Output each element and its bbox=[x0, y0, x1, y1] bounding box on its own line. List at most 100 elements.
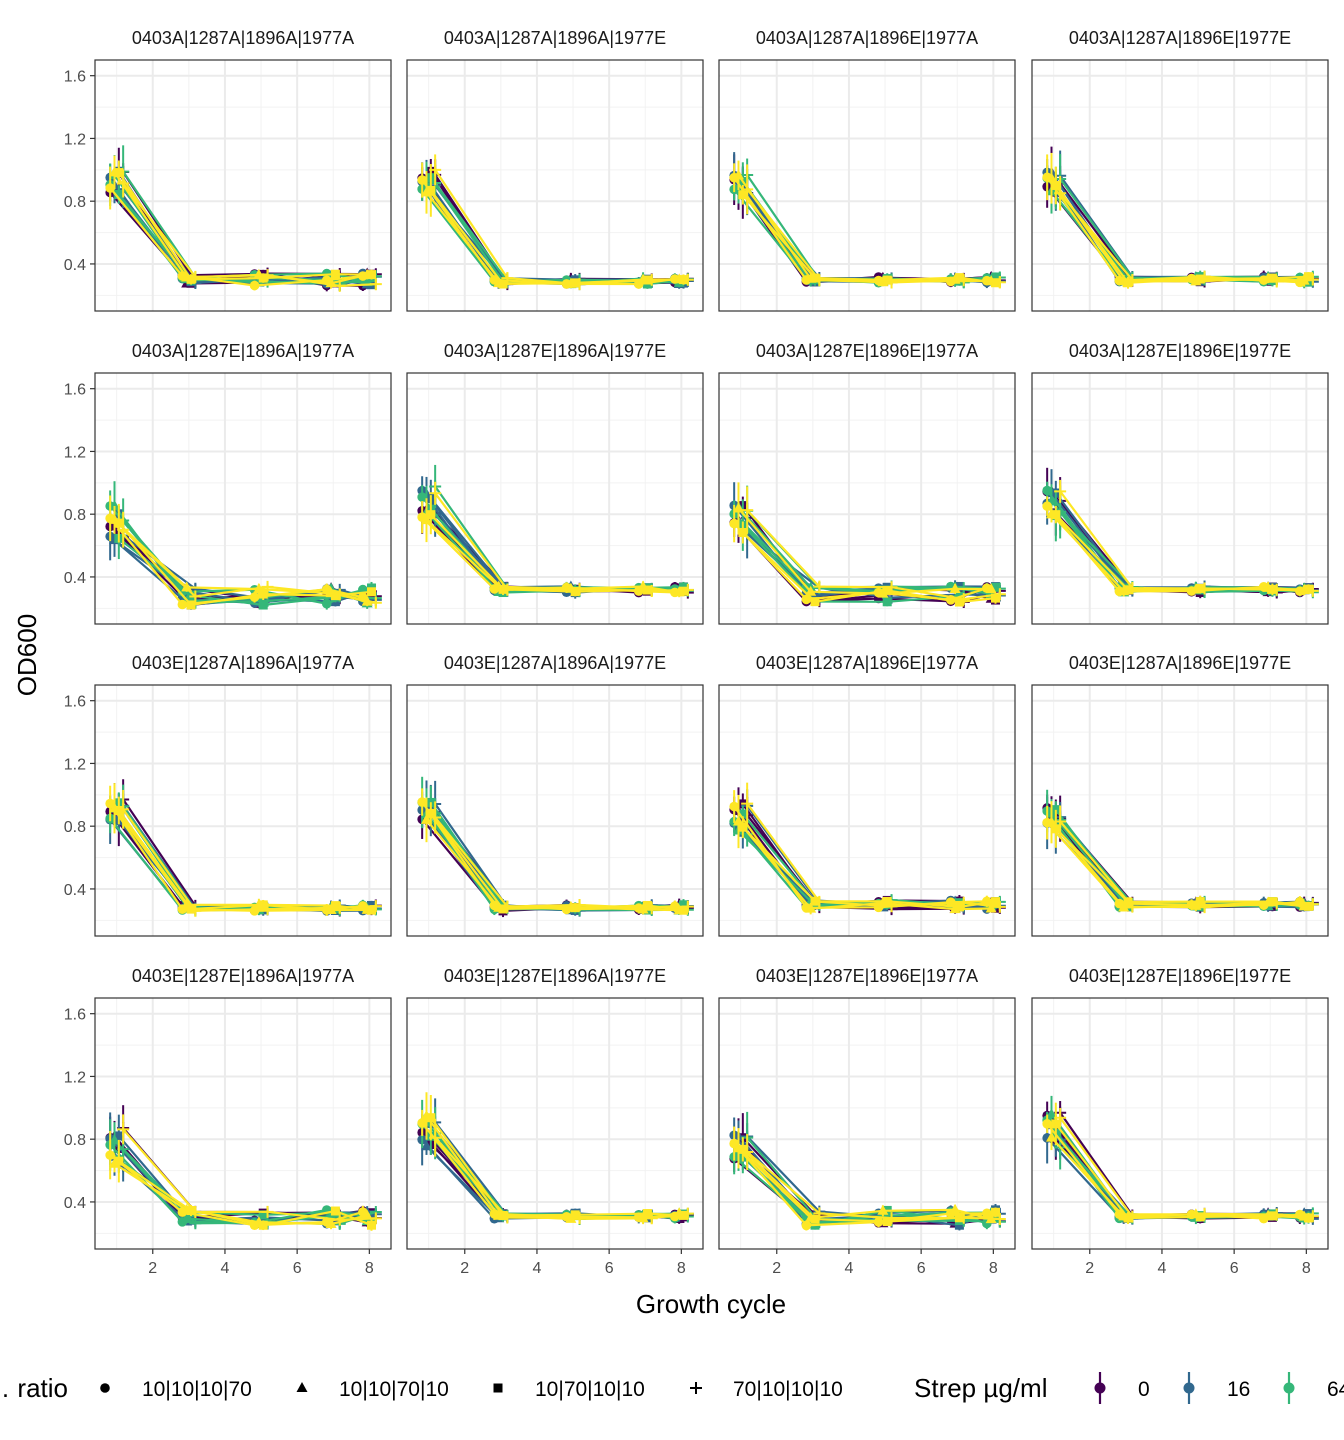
shape-legend-key bbox=[296, 1382, 308, 1392]
color-legend-label: 16 bbox=[1227, 1378, 1250, 1401]
data-point bbox=[957, 1211, 970, 1224]
facet-data bbox=[105, 1105, 382, 1231]
facet-panel: 0403A|1287A|1896A|1977E bbox=[406, 28, 704, 312]
data-point bbox=[681, 1207, 694, 1220]
x-tick-label: 4 bbox=[220, 1260, 229, 1277]
data-point bbox=[261, 580, 274, 593]
data-point bbox=[1198, 1207, 1211, 1220]
data-point bbox=[949, 1203, 961, 1214]
y-tick-label: 1.2 bbox=[64, 1069, 86, 1086]
facet-panel: 0403A|1287E|1896E|1977A bbox=[718, 341, 1016, 625]
data-point bbox=[1267, 897, 1277, 907]
facet-title: 0403A|1287A|1896E|1977A bbox=[756, 28, 978, 48]
data-point bbox=[333, 901, 346, 914]
data-point bbox=[1304, 1213, 1314, 1223]
data-point bbox=[991, 593, 1001, 603]
data-point bbox=[1306, 1210, 1319, 1223]
data-point bbox=[426, 510, 436, 520]
data-point bbox=[1054, 815, 1067, 828]
data-point bbox=[186, 904, 196, 914]
data-point bbox=[417, 797, 427, 807]
shape-legend-label: 10|10|10|70 bbox=[142, 1378, 252, 1401]
data-point bbox=[1051, 805, 1061, 815]
x-tick-label: 2 bbox=[460, 1260, 469, 1277]
x-axis-title: Growth cycle bbox=[636, 1289, 786, 1319]
data-point bbox=[813, 1207, 826, 1220]
color-legend-key bbox=[1094, 1382, 1106, 1394]
panel-background bbox=[719, 685, 1015, 936]
facet-title: 0403A|1287E|1896E|1977E bbox=[1069, 341, 1291, 361]
data-point bbox=[954, 902, 964, 912]
facet-title: 0403E|1287A|1896E|1977A bbox=[756, 653, 978, 673]
data-point bbox=[993, 1212, 1006, 1225]
data-point bbox=[885, 581, 898, 594]
x-tick-label: 2 bbox=[1085, 1260, 1094, 1277]
data-point bbox=[1042, 1118, 1052, 1129]
data-point bbox=[429, 811, 442, 824]
data-point bbox=[882, 585, 892, 595]
data-point bbox=[1042, 501, 1052, 511]
data-point bbox=[741, 183, 754, 196]
data-point bbox=[367, 587, 377, 597]
data-point bbox=[645, 584, 658, 597]
data-point bbox=[882, 597, 892, 607]
data-point bbox=[258, 1210, 268, 1220]
y-tick-label: 0.4 bbox=[64, 570, 86, 587]
data-point bbox=[426, 1113, 436, 1123]
shape-legend-key bbox=[100, 1383, 110, 1393]
data-point bbox=[642, 1209, 652, 1219]
x-tick-label: 2 bbox=[772, 1260, 781, 1277]
facet-panel: 0403E|1287A|1896E|1977A bbox=[718, 653, 1016, 937]
data-point bbox=[1051, 824, 1061, 834]
color-legend-label: 64 bbox=[1327, 1378, 1344, 1401]
panel-background bbox=[719, 998, 1015, 1249]
facet-data bbox=[729, 482, 1006, 609]
data-point bbox=[1198, 270, 1211, 283]
facet-panel: 0403A|1287A|1896A|1977A 0.4 0.8 1.2 1.6 bbox=[64, 28, 392, 312]
panel-background bbox=[95, 998, 391, 1249]
data-point bbox=[117, 1123, 130, 1136]
data-point bbox=[330, 1206, 340, 1216]
data-point bbox=[114, 1131, 124, 1141]
panel-border bbox=[94, 59, 392, 312]
data-point bbox=[1198, 901, 1211, 914]
data-point bbox=[1045, 816, 1057, 827]
color-legend-label: 0 bbox=[1138, 1378, 1150, 1401]
data-point bbox=[573, 583, 586, 596]
panel-border bbox=[406, 59, 704, 312]
facet-title: 0403E|1287E|1896A|1977E bbox=[444, 966, 666, 986]
data-point bbox=[681, 273, 694, 286]
data-point bbox=[420, 1140, 432, 1151]
data-point bbox=[114, 1156, 124, 1166]
data-point bbox=[1195, 1212, 1205, 1222]
panel-border bbox=[1031, 997, 1329, 1250]
data-point bbox=[741, 1146, 754, 1159]
facet-panel: 0403A|1287E|1896A|1977A 0.4 0.8 1.2 1.6 bbox=[64, 341, 392, 625]
data-point bbox=[1123, 1213, 1133, 1223]
data-point bbox=[426, 185, 436, 195]
y-tick-label: 1.6 bbox=[64, 69, 86, 86]
facet-title: 0403A|1287E|1896E|1977A bbox=[756, 341, 978, 361]
data-point bbox=[738, 822, 748, 832]
x-tick-label: 6 bbox=[605, 1260, 614, 1277]
panel-background bbox=[1032, 60, 1328, 311]
data-point bbox=[117, 523, 130, 536]
data-point bbox=[1045, 172, 1057, 183]
x-tick-label: 6 bbox=[293, 1260, 302, 1277]
data-point bbox=[117, 177, 130, 190]
data-point bbox=[645, 273, 658, 286]
facet-data bbox=[1042, 146, 1319, 289]
data-point bbox=[993, 900, 1006, 913]
data-point bbox=[642, 900, 652, 910]
data-point bbox=[105, 183, 115, 193]
data-point bbox=[1126, 582, 1139, 595]
data-point bbox=[1270, 583, 1283, 596]
data-point bbox=[501, 1211, 514, 1224]
data-point bbox=[991, 582, 1001, 592]
data-point bbox=[882, 275, 892, 285]
data-point bbox=[741, 797, 754, 810]
data-point bbox=[330, 591, 340, 601]
y-tick-label: 0.8 bbox=[64, 194, 86, 211]
data-point bbox=[429, 487, 442, 500]
